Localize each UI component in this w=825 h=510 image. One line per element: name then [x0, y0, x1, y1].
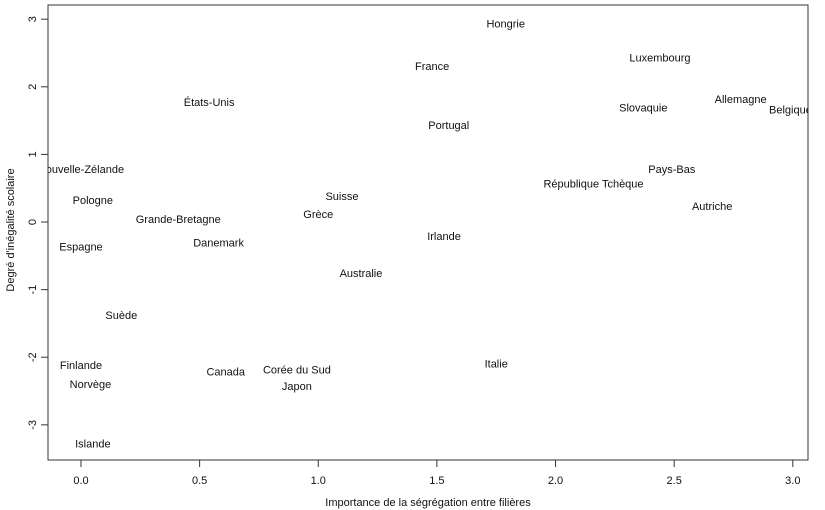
- point-label: République Tchèque: [543, 179, 643, 191]
- point-label: Luxembourg: [629, 52, 690, 64]
- point-label: Japon: [282, 381, 312, 393]
- point-label: Portugal: [428, 120, 469, 132]
- y-tick-label: 1: [27, 151, 39, 157]
- x-axis-label: Importance de la ségrégation entre filiè…: [325, 497, 531, 509]
- point-label: Espagne: [59, 242, 102, 254]
- x-tick-label: 2.0: [548, 475, 563, 487]
- y-tick-label: -2: [27, 352, 39, 362]
- x-tick-label: 0.5: [192, 475, 207, 487]
- point-label: Hongrie: [486, 19, 525, 31]
- point-label: Autriche: [692, 201, 732, 213]
- x-tick-label: 2.5: [667, 475, 682, 487]
- point-label: Italie: [485, 359, 508, 371]
- point-label: Corée du Sud: [263, 365, 331, 377]
- point-label: Irlande: [427, 231, 461, 243]
- point-label: Suède: [105, 310, 137, 322]
- point-label: Canada: [206, 367, 245, 379]
- point-label: Norvège: [70, 379, 112, 391]
- x-tick-label: 0.0: [73, 475, 88, 487]
- point-label: États-Unis: [184, 96, 235, 109]
- point-label: Allemagne: [715, 94, 767, 106]
- point-label: Islande: [75, 438, 110, 450]
- point-label: Suisse: [325, 191, 358, 203]
- y-tick-label: -1: [27, 285, 39, 295]
- point-label: France: [415, 61, 449, 73]
- point-label: Australie: [340, 268, 383, 280]
- point-label: Grande-Bretagne: [136, 214, 221, 226]
- point-label: Slovaquie: [619, 102, 667, 114]
- point-label: Nouvelle-Zélande: [38, 164, 124, 176]
- points: Hongrie France Luxembourg Slovaquie Allemagn…: [38, 19, 812, 451]
- y-tick-label: 2: [27, 84, 39, 90]
- x-tick-label: 1.5: [429, 475, 444, 487]
- point-label: Pays-Bas: [648, 164, 696, 176]
- point-label: Pologne: [73, 195, 113, 207]
- point-label: Finlande: [60, 360, 102, 372]
- y-axis-label: Degré d'inégalité scolaire: [5, 168, 17, 291]
- y-tick-label: 3: [27, 16, 39, 22]
- plot-frame: [47, 4, 809, 461]
- point-label: Belgique: [769, 104, 812, 116]
- y-tick-label: 0: [27, 219, 39, 225]
- point-label: Grèce: [303, 209, 333, 221]
- x-tick-label: 3.0: [785, 475, 800, 487]
- point-label: Danemark: [193, 238, 244, 250]
- x-tick-label: 1.0: [311, 475, 326, 487]
- y-tick-label: -3: [27, 420, 39, 430]
